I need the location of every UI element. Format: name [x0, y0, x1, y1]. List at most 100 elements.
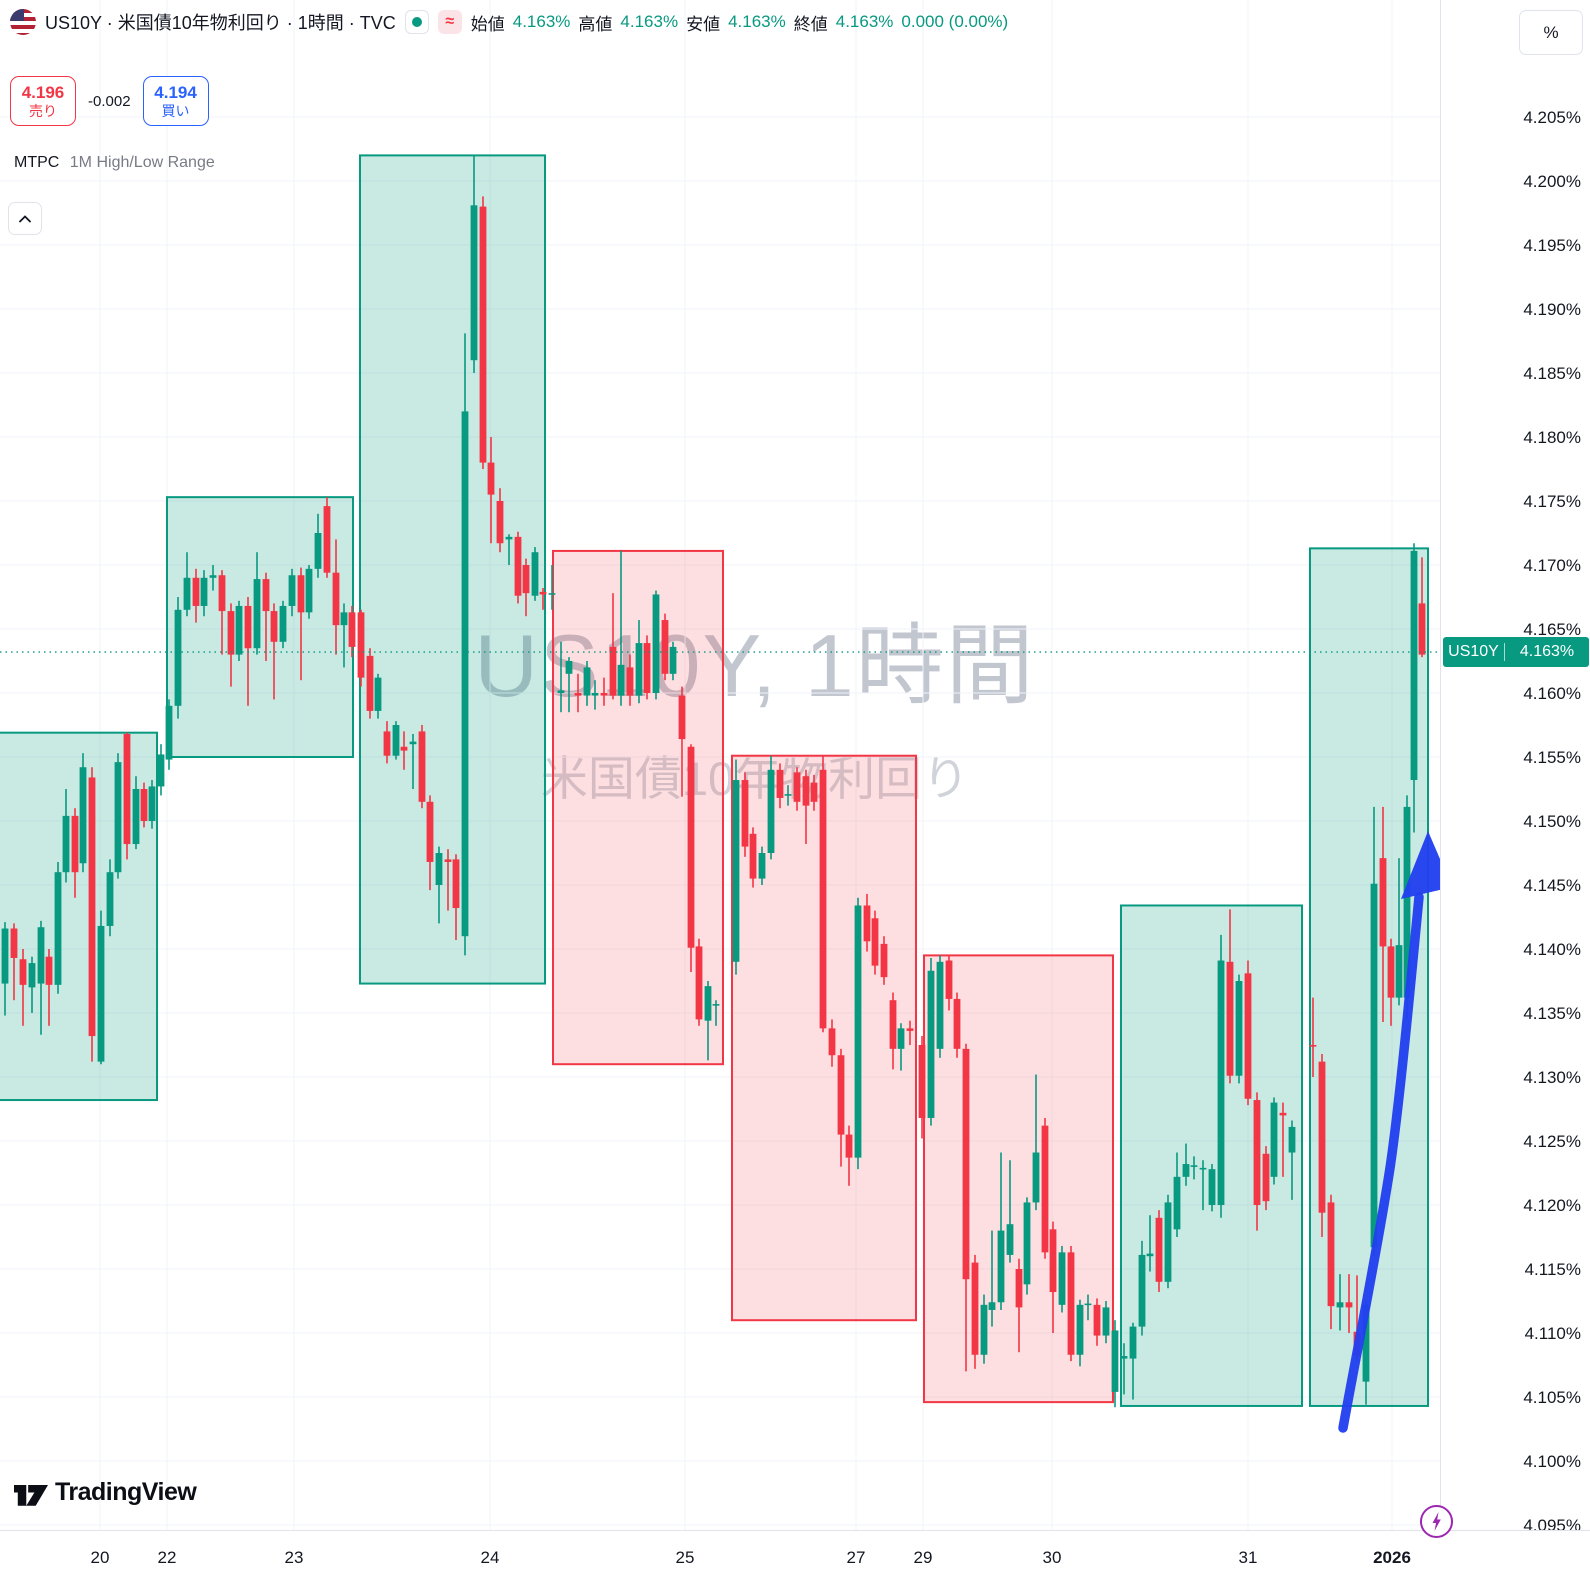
price-tick-label: 4.140% [1523, 940, 1581, 959]
candle [819, 769, 827, 1029]
indicator-legend[interactable]: MTPC 1M High/Low Range [14, 154, 215, 172]
candle [635, 643, 643, 696]
candle [28, 963, 36, 988]
candle [1076, 1304, 1084, 1355]
candle [897, 1028, 905, 1049]
candle [889, 1000, 897, 1049]
candle [1279, 1112, 1287, 1116]
candle [776, 769, 784, 798]
time-tick-label: 27 [846, 1548, 866, 1567]
buy-label: 買い [161, 102, 190, 119]
candle [927, 970, 935, 1118]
candle [784, 794, 792, 796]
range-box-up [359, 154, 546, 985]
candle [918, 1045, 926, 1118]
lightning-mode-button[interactable] [1419, 1504, 1454, 1539]
candle [1164, 1202, 1172, 1282]
market-status-dot-icon[interactable] [404, 10, 429, 34]
low-value: 4.163% [728, 12, 786, 31]
time-tick-label: 30 [1042, 1548, 1062, 1567]
candle [1084, 1303, 1092, 1306]
candle [1182, 1164, 1190, 1177]
price-tick-label: 4.105% [1523, 1388, 1581, 1407]
candle [583, 667, 591, 696]
candle [1138, 1254, 1146, 1327]
candle [1362, 1304, 1370, 1382]
candle [863, 905, 871, 942]
candle [1403, 806, 1411, 998]
price-unit-button[interactable]: % [1519, 10, 1583, 55]
symbol-title[interactable]: US10Y · 米国債10年物利回り · 1時間 · TVC [45, 13, 396, 33]
price-tick-label: 4.205% [1523, 108, 1581, 127]
open-label: 始値 [470, 14, 505, 34]
price-tick-label: 4.130% [1523, 1068, 1581, 1087]
candle [183, 577, 191, 610]
tradingview-wordmark: TradingView [55, 1478, 197, 1506]
sell-price: 4.196 [21, 83, 65, 103]
sell-button[interactable]: 4.196 売り [10, 76, 76, 126]
price-tick-label: 4.100% [1523, 1452, 1581, 1471]
candle [514, 536, 522, 596]
candle [314, 533, 322, 569]
candle [1336, 1302, 1344, 1308]
candle [54, 872, 62, 985]
candle [244, 605, 252, 649]
candle [505, 536, 513, 540]
candle [591, 693, 599, 696]
symbol-legend: US10Y · 米国債10年物利回り · 1時間 · TVC ≈ 始値 4.163… [10, 9, 1008, 35]
candle [661, 620, 669, 674]
range-box-down [552, 549, 724, 1066]
indicator-pane-collapse-button[interactable] [8, 202, 42, 235]
candle [470, 205, 478, 361]
candle [479, 206, 487, 463]
candle [37, 927, 45, 984]
price-axis[interactable]: % US10Y 4.163% 4.205% 4.200% 4.195% 4.190% 4… [1440, 0, 1590, 1535]
candle [461, 411, 469, 937]
buy-button[interactable]: 4.194 買い [142, 76, 209, 126]
candle [557, 690, 565, 693]
price-tick-label: 4.190% [1523, 300, 1581, 319]
candle [209, 575, 217, 578]
us-flag-icon [10, 9, 36, 35]
candle [79, 767, 87, 864]
range-box-up [0, 731, 158, 1102]
candle [487, 462, 495, 495]
candle [348, 612, 356, 647]
candle [409, 741, 417, 745]
candle [235, 605, 243, 655]
candle [1173, 1176, 1181, 1230]
lightning-icon [1420, 1505, 1453, 1538]
time-tick-label: 24 [480, 1548, 500, 1567]
candle [288, 575, 296, 606]
close-value: 4.163% [835, 12, 894, 31]
candle [1129, 1326, 1137, 1359]
candle [1235, 981, 1243, 1076]
candle [1199, 1167, 1207, 1170]
time-axis[interactable]: 20 22 23 24 25 27 29 30 31 2026 [0, 1530, 1590, 1590]
candle [383, 731, 391, 756]
candle [522, 565, 530, 594]
candle [565, 661, 573, 674]
price-tick-label: 4.115% [1524, 1260, 1581, 1279]
price-tick-label: 4.125% [1523, 1132, 1581, 1151]
candle [1049, 1229, 1057, 1293]
tradingview-logo[interactable]: TradingView [14, 1478, 197, 1507]
candle [548, 593, 556, 595]
close-label: 終値 [793, 14, 828, 34]
candle [880, 943, 888, 978]
time-tick-label: 22 [157, 1548, 177, 1567]
price-tick-label: 4.185% [1523, 364, 1581, 383]
candle [1262, 1153, 1270, 1202]
change-value: 0.000 (0.00%) [901, 12, 1009, 31]
candle [971, 1262, 979, 1355]
candle [712, 1004, 720, 1006]
drawing-arrow [1338, 831, 1440, 1433]
candle [1067, 1252, 1075, 1355]
candle [1111, 1330, 1119, 1392]
candle [1058, 1252, 1066, 1305]
candle [192, 577, 200, 606]
candle [1190, 1165, 1198, 1167]
wave-indicator-icon[interactable]: ≈ [437, 10, 462, 34]
candle [1395, 945, 1403, 998]
chart-canvas[interactable] [0, 0, 1440, 1530]
